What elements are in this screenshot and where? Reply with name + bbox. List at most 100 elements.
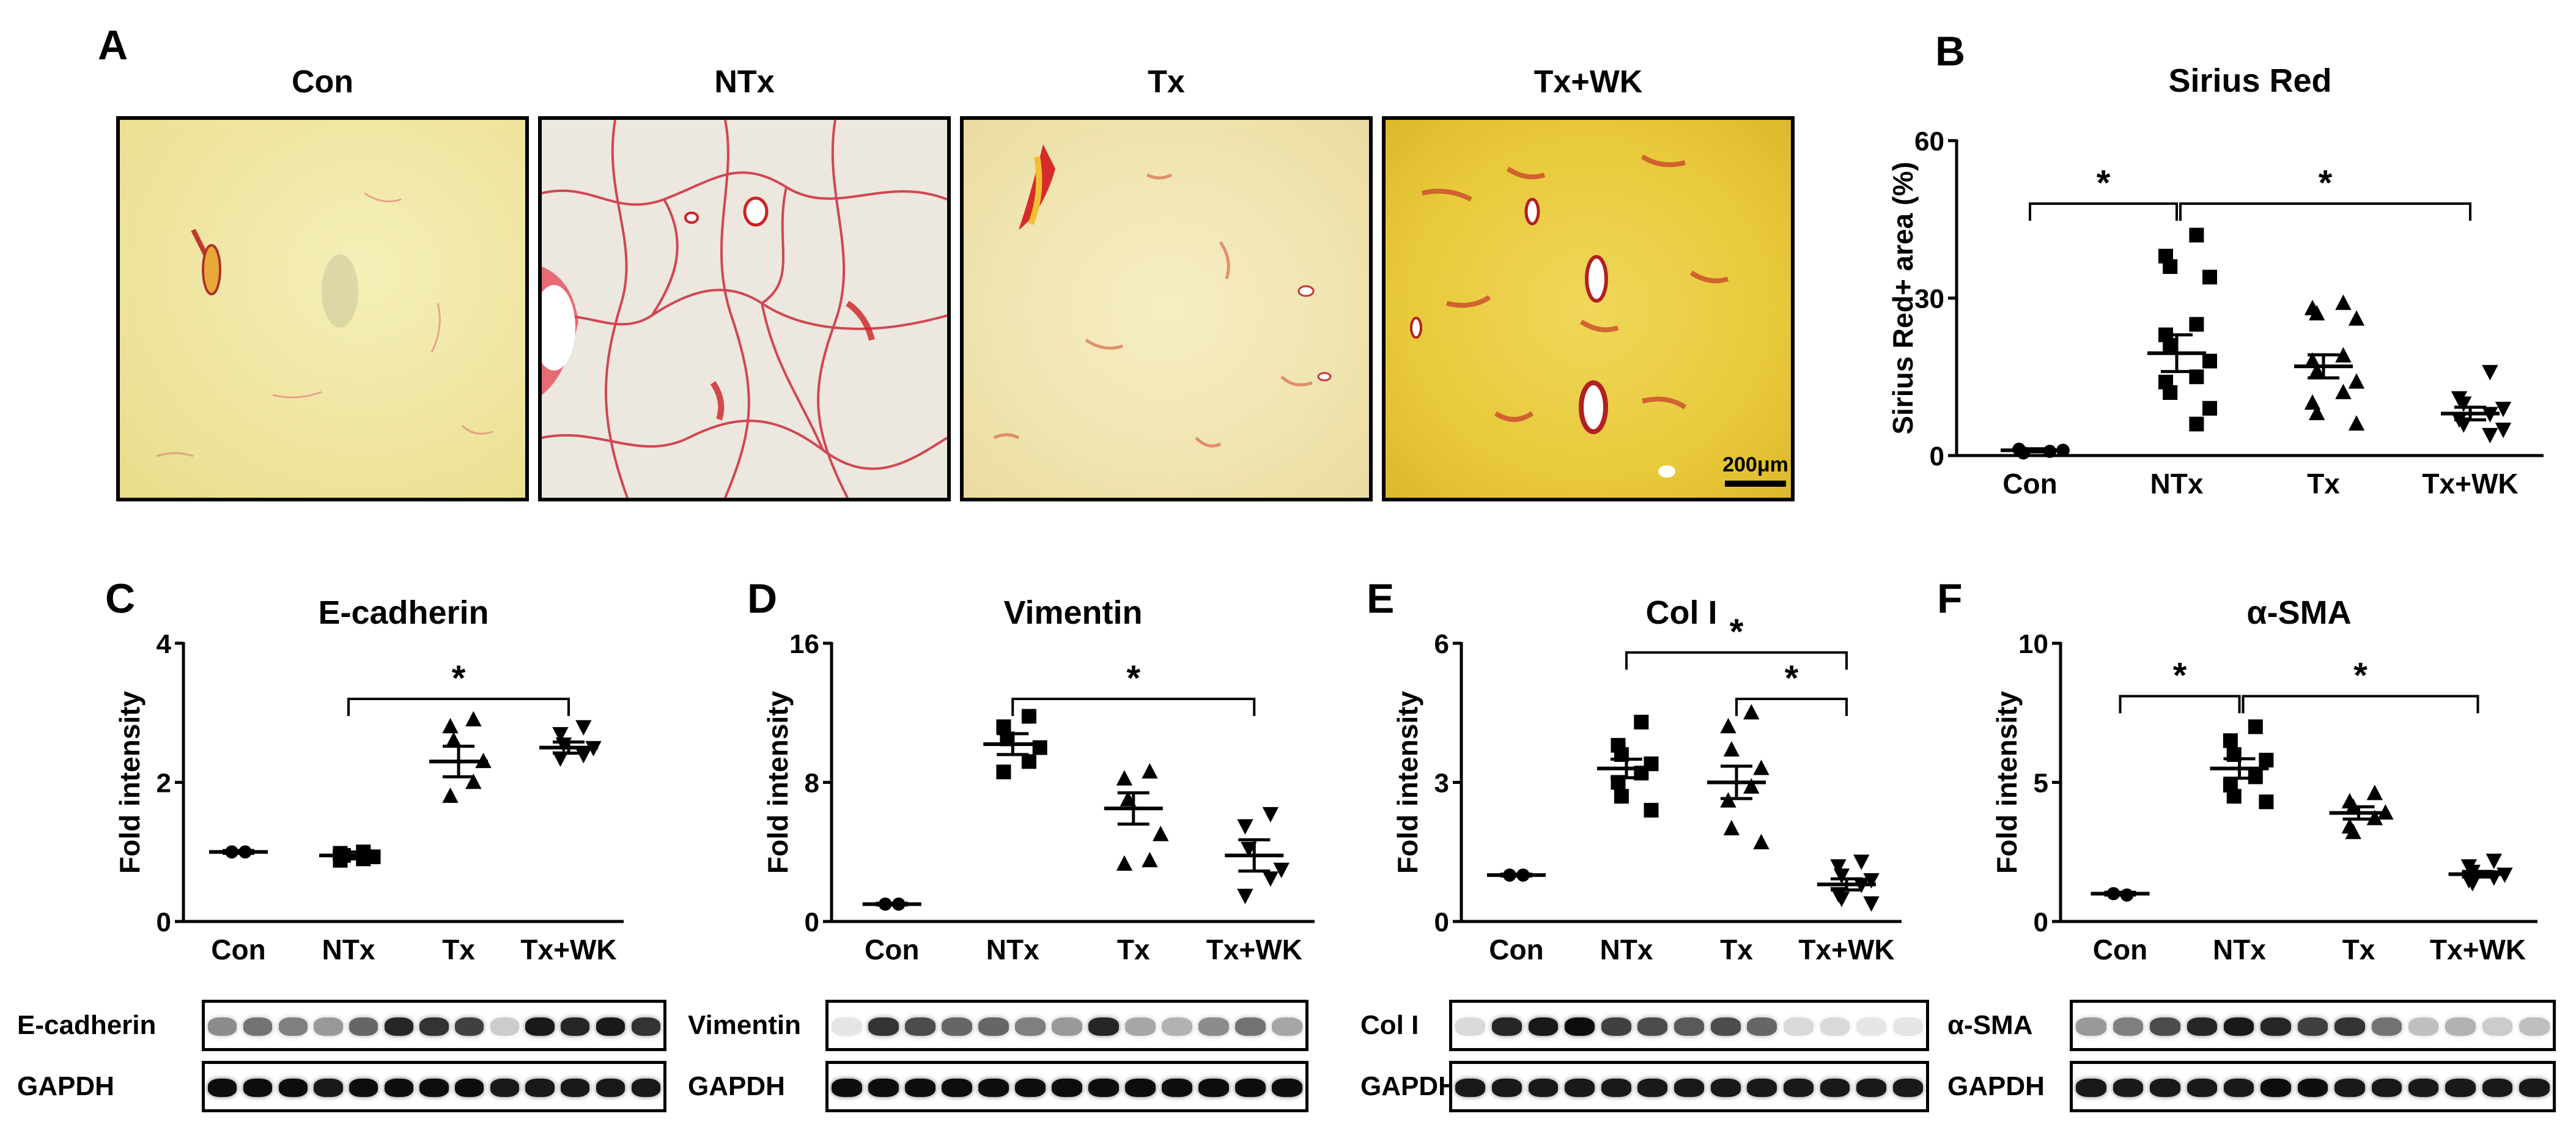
blot-strip-d-0 [825, 1000, 1308, 1051]
point-b-3-2 [2456, 396, 2472, 412]
point-f-3-6 [2464, 876, 2481, 892]
blot-band-f-0-12 [2519, 1017, 2550, 1036]
blot-band-d-1-3 [942, 1079, 972, 1097]
point-c-2-5 [442, 787, 459, 803]
blot-label-e-1: GAPDH [1360, 1071, 1458, 1101]
blot-band-d-0-4 [978, 1017, 1009, 1036]
blot-band-d-0-1 [868, 1017, 899, 1036]
blot-band-d-1-9 [1162, 1079, 1192, 1097]
blot-band-c-0-3 [314, 1017, 343, 1036]
point-b-2-4 [2335, 347, 2352, 363]
blot-band-e-0-7 [1710, 1017, 1741, 1036]
point-c-3-4 [575, 748, 592, 764]
blot-band-e-1-6 [1674, 1079, 1704, 1097]
panel-label-c: C [105, 575, 136, 622]
panel-label-b: B [1935, 28, 1966, 75]
series-d-3 [1237, 807, 1290, 904]
point-e-2-4 [1743, 778, 1760, 794]
blot-band-d-0-7 [1088, 1017, 1119, 1036]
point-b-2-0 [2335, 294, 2352, 310]
panel-label-e: E [1367, 575, 1395, 622]
point-b-2-8 [2335, 383, 2352, 399]
blot-band-e-0-0 [1455, 1017, 1486, 1036]
blot-band-d-1-7 [1088, 1079, 1119, 1097]
x-tick-label-e-1: NTx [1600, 934, 1653, 966]
blot-band-e-0-6 [1674, 1017, 1704, 1036]
y-axis-label-e: Fold intensity [1392, 691, 1423, 874]
liver-section-tx [960, 116, 1373, 501]
blot-band-e-1-5 [1637, 1079, 1668, 1097]
blot-band-d-1-10 [1198, 1079, 1229, 1097]
y-tick-label-b-1: 30 [1914, 284, 1944, 314]
point-c-2-0 [465, 711, 482, 726]
point-e-2-7 [1753, 833, 1770, 849]
blot-band-d-0-3 [942, 1017, 972, 1036]
point-d-3-0 [1262, 807, 1279, 823]
point-b-1-3 [2202, 270, 2217, 285]
point-c-2-1 [442, 718, 459, 734]
chart-title-d: Vimentin [1003, 594, 1142, 631]
chart-title-f: α-SMA [2246, 594, 2351, 631]
blot-band-c-0-1 [243, 1017, 273, 1036]
x-tick-label-f-2: Tx [2342, 934, 2375, 966]
y-tick-label-f-0: 0 [2034, 907, 2048, 937]
significance-bracket-b-0 [2029, 202, 2178, 221]
significance-star-b-0: * [2097, 163, 2111, 203]
blot-band-e-1-10 [1820, 1079, 1850, 1097]
blot-band-d-0-0 [832, 1017, 862, 1036]
x-tick-label-d-1: NTx [986, 934, 1039, 966]
y-tick-label-d-2: 16 [789, 629, 819, 659]
blot-band-e-0-1 [1491, 1017, 1522, 1036]
point-d-1-5 [996, 764, 1011, 780]
significance-bracket-f-0 [2119, 695, 2241, 714]
chart-vimentin: Vimentin 0 8 16 Fold intensity Con NTx Tx Tx+WK * [762, 594, 1315, 966]
blot-label-d-0: Vimentin [688, 1010, 802, 1040]
x-tick-label-d-0: Con [865, 934, 919, 966]
point-b-2-7 [2348, 373, 2365, 389]
y-axis-label-c: Fold intensity [114, 691, 146, 874]
x-tick-label-e-3: Tx+WK [1798, 934, 1894, 966]
blot-band-e-0-10 [1820, 1017, 1850, 1036]
y-tick-label-d-1: 8 [805, 769, 819, 799]
blot-band-d-0-12 [1272, 1017, 1302, 1036]
point-e-2-3 [1753, 759, 1770, 775]
x-tick-label-c-0: Con [211, 934, 265, 966]
blot-band-f-1-6 [2297, 1079, 2328, 1097]
significance-bracket-c-0 [347, 698, 570, 716]
blot-band-c-1-10 [561, 1079, 590, 1097]
micrograph-title-ntx: NTx [714, 64, 775, 100]
blot-band-f-1-2 [2150, 1079, 2180, 1097]
blot-band-f-0-0 [2076, 1017, 2106, 1036]
blot-band-c-1-7 [455, 1079, 484, 1097]
panel-label-d: D [747, 575, 778, 622]
panel-label-a: A [98, 22, 128, 68]
blot-band-f-1-1 [2113, 1079, 2144, 1097]
blot-band-c-0-9 [525, 1017, 555, 1036]
significance-bracket-e-1 [1735, 698, 1848, 716]
point-d-1-0 [1021, 709, 1036, 724]
blot-band-c-0-4 [349, 1017, 378, 1036]
blot-band-f-1-9 [2408, 1079, 2439, 1097]
point-f-1-7 [2259, 794, 2274, 810]
y-tick-label-f-2: 10 [2018, 629, 2048, 659]
blot-band-e-0-12 [1892, 1017, 1923, 1036]
blot-band-d-1-12 [1272, 1079, 1302, 1097]
point-d-2-5 [1116, 855, 1133, 871]
point-b-1-12 [2189, 416, 2204, 432]
significance-star-b-1: * [2319, 163, 2333, 203]
x-tick-label-b-1: NTx [2150, 468, 2204, 500]
y-tick-label-c-0: 0 [157, 907, 171, 937]
chart-e-cadherin: E-cadherin 0 2 4 Fold intensity Con NTx Tx Tx+WK… [114, 594, 624, 966]
significance-bracket-f-1 [2242, 695, 2479, 714]
x-tick-label-f-1: NTx [2213, 934, 2266, 966]
blot-band-d-0-11 [1235, 1017, 1266, 1036]
blot-band-d-1-1 [868, 1079, 899, 1097]
y-tick-label-c-2: 4 [157, 629, 172, 659]
blot-band-f-0-10 [2445, 1017, 2476, 1036]
point-b-3-7 [2495, 423, 2512, 438]
blot-band-d-1-4 [978, 1079, 1009, 1097]
series-b-3 [2451, 364, 2512, 444]
point-f-1-3 [2259, 753, 2274, 768]
blot-band-f-1-3 [2187, 1079, 2218, 1097]
significance-star-d-0: * [1126, 659, 1140, 698]
